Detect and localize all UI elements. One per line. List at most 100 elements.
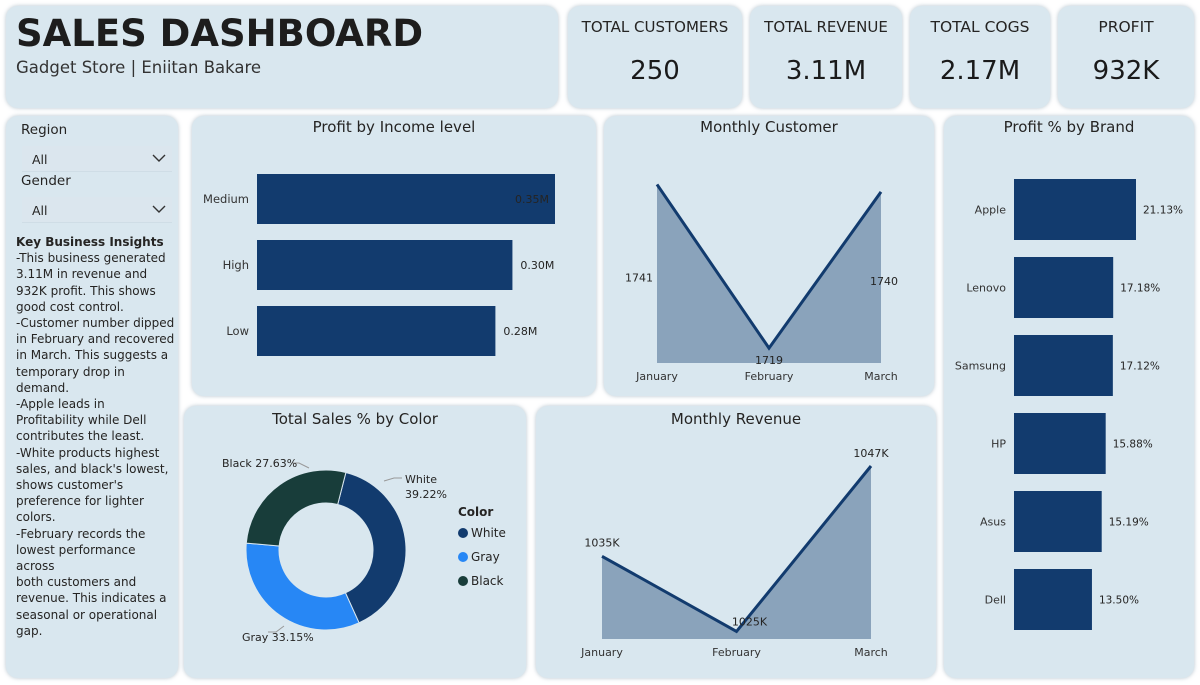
series-line [601,465,873,634]
data-label: 15.88% [1113,439,1153,451]
insight-line: colors. [16,510,56,525]
insight-line: 932K profit. This shows [16,283,156,298]
bar [1014,179,1136,240]
category-label: Samsung [955,360,1006,373]
data-label: 1719 [755,354,783,367]
insight-line: demand. [16,380,70,395]
slice-label: Gray 33.15% [242,631,314,644]
kpi-value: 250 [630,56,680,86]
data-label: 15.19% [1109,517,1149,529]
data-label: 17.12% [1120,361,1160,373]
gender-label: Gender [21,173,71,189]
category-label: Lenovo [966,282,1006,295]
legend-marker [458,576,468,586]
data-label: 17.18% [1120,283,1160,295]
chevron-down-icon [152,154,166,162]
monthly-customer-chart: January February March 1741 1719 1740 [625,183,898,383]
chart-title: Monthly Revenue [670,410,802,428]
data-label: 0.35M [515,193,549,206]
kpi-label: TOTAL REVENUE [764,18,888,36]
filter-panel: Region All Gender All [6,116,178,678]
insight-line: -Customer number dipped [16,316,175,331]
key-insights: Key Business Insights -This business gen… [16,234,176,639]
insight-line: shows customer's [16,478,124,493]
legend-entry: Gray [471,550,500,564]
chevron-down-icon [152,205,166,213]
category-label: High [223,258,249,272]
header-card: SALES DASHBOARD Gadget Store | Eniitan B… [6,6,558,108]
insight-line: -February records the [16,526,146,541]
bar [1014,257,1114,318]
x-tick-label: February [712,646,761,659]
x-tick-label: January [580,646,623,659]
insight-line: good cost control. [16,299,124,314]
monthly-revenue-card: Monthly Revenue January February March 1035… [536,406,936,678]
kpi-total-revenue: TOTAL REVENUE 3.11M [750,6,902,108]
bar [1014,569,1092,630]
chart-title: Profit % by Brand [1003,118,1135,136]
x-tick-label: February [745,370,794,383]
bar [257,174,555,224]
insight-line: both customers and [16,575,137,590]
gender-value: All [32,203,48,218]
slice-label: 39.22% [405,488,447,501]
kpi-total-customers: TOTAL CUSTOMERS 250 [568,6,742,108]
data-label: 1740 [870,275,898,288]
category-label: Apple [975,204,1007,217]
data-label: 0.28M [503,325,537,338]
region-dropdown[interactable]: All [22,146,172,172]
bar [1014,335,1113,396]
profit-by-income-chart: Medium 0.35M High 0.30M Low 0.28M [203,174,555,356]
leader-line [292,462,310,469]
monthly-revenue-chart: January February March 1035K 1025K 1047K [580,447,889,659]
insight-line: gap. [16,623,43,638]
bar [1014,491,1102,552]
category-label: HP [991,438,1006,451]
insight-line: preference for lighter [16,494,144,509]
insight-line: 3.11M in revenue and [16,267,148,282]
profit-by-income-card: Profit by Income level Medium 0.35M High 0.… [192,116,596,396]
insight-line: -Apple leads in [16,397,105,412]
region-label: Region [21,122,68,138]
bar [1014,413,1106,474]
kpi-label: TOTAL COGS [930,18,1030,36]
insights-body: -This business generated 3.11M in revenue… [16,250,176,639]
insight-line: revenue. This indicates a [16,591,167,606]
legend-marker [458,552,468,562]
kpi-label: TOTAL CUSTOMERS [581,18,729,36]
slice-label: White [405,473,437,486]
slice-label: Black 27.63% [222,457,297,470]
leader-line [268,625,285,633]
insights-title: Key Business Insights [16,235,164,249]
monthly-customer-card: Monthly Customer January February March 174… [604,116,934,396]
chart-title: Monthly Customer [700,118,838,136]
category-label: Low [226,324,249,338]
legend-entry: White [471,526,506,540]
data-label: 1741 [625,271,653,284]
data-label: 21.13% [1143,205,1183,217]
insight-line: seasonal or operational [16,607,158,622]
sales-by-color-card: Total Sales % by Color White 39.22% Gray 3… [184,406,526,678]
area-fill [602,466,871,639]
bar [257,306,496,356]
dashboard-subtitle: Gadget Store | Eniitan Bakare [16,58,262,77]
x-tick-label: January [635,370,678,383]
insight-line: temporary drop in [16,364,125,379]
insight-line: -White products highest [16,445,160,460]
insight-line: -This business generated [16,251,166,266]
insight-line: contributes the least. [16,429,145,444]
data-label: 0.30M [520,259,554,272]
insight-line: Profitability while Dell [16,413,147,428]
gender-dropdown[interactable]: All [22,197,172,223]
kpi-total-cogs: TOTAL COGS 2.17M [910,6,1050,108]
x-tick-label: March [854,646,888,659]
data-label: 1047K [853,447,889,460]
kpi-profit: PROFIT 932K [1058,6,1194,108]
dashboard-title: SALES DASHBOARD [16,12,424,55]
insight-line: sales, and black's lowest, [16,461,169,476]
area-fill [657,184,881,363]
legend-title: Color [458,505,493,519]
region-value: All [32,152,48,167]
data-label: 1035K [584,536,620,549]
slice [245,469,347,547]
